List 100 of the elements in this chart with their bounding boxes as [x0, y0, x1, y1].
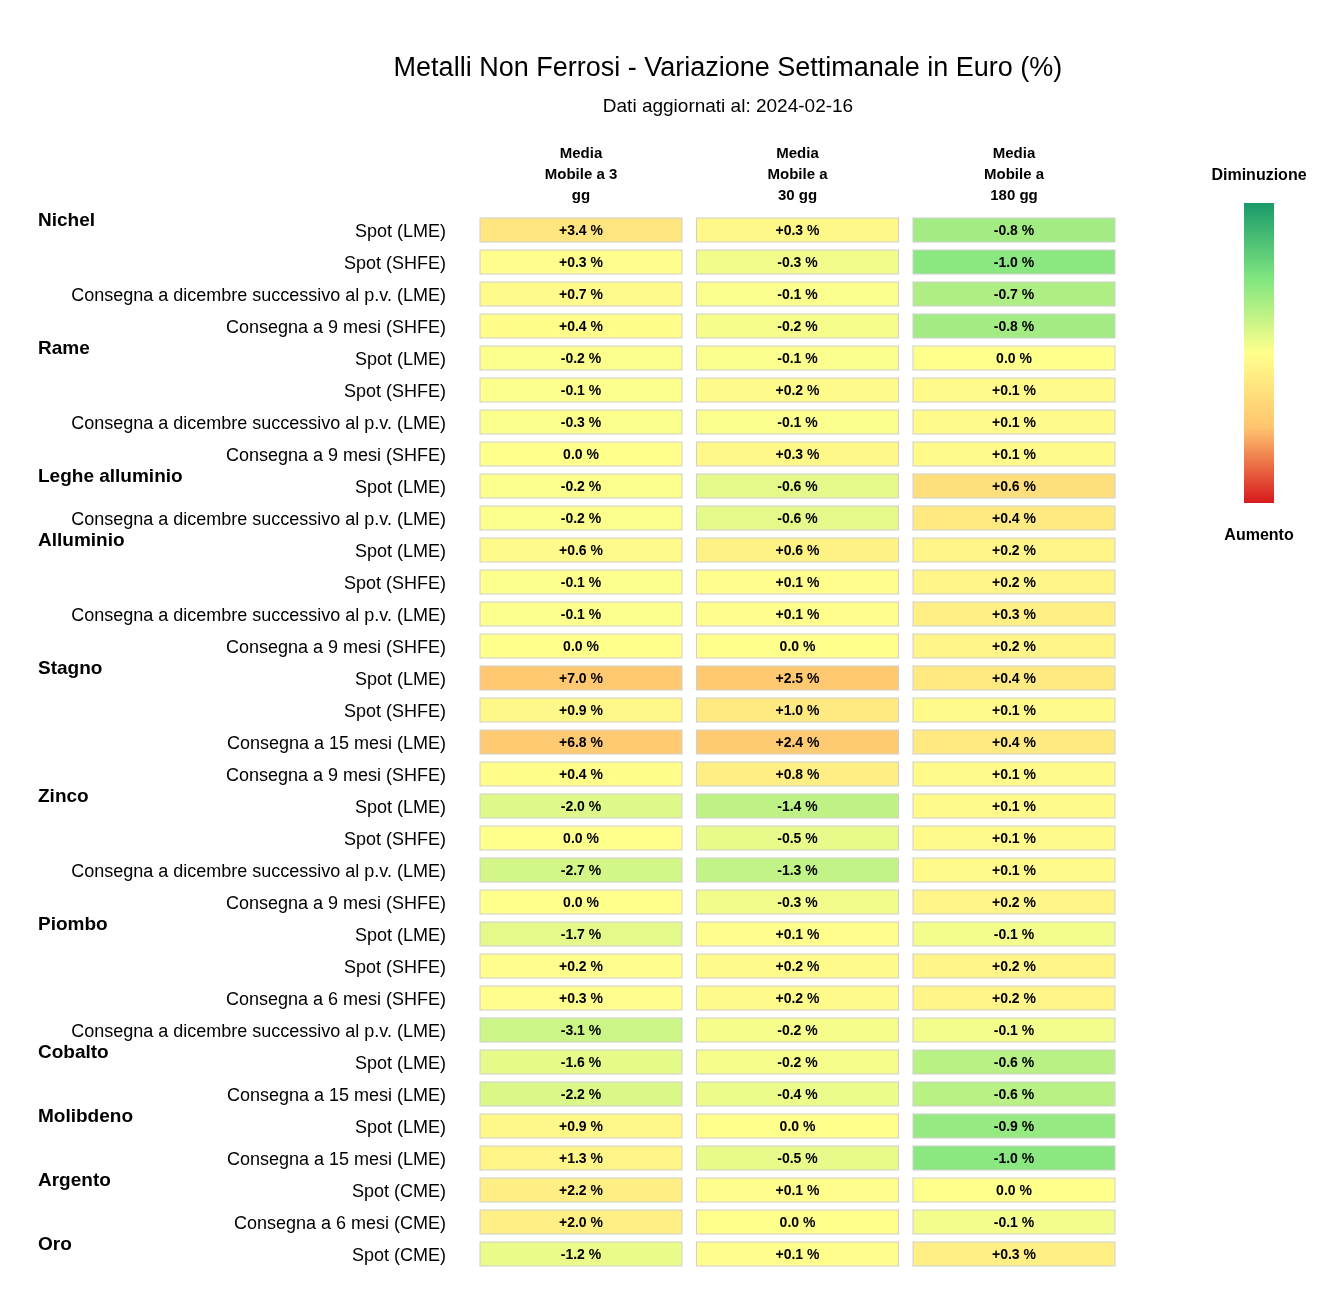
- data-label: +0.4 %: [559, 318, 604, 334]
- data-label: +0.1 %: [992, 862, 1037, 878]
- x-tick-label: Media Mobile a 180 gg: [983, 144, 1045, 203]
- data-label: 0.0 %: [563, 830, 600, 846]
- data-label: +0.9 %: [559, 1118, 604, 1134]
- y2-tick-label: Rame: [38, 337, 90, 358]
- data-label: +0.6 %: [992, 478, 1037, 494]
- data-label: -0.2 %: [777, 1054, 819, 1070]
- y-tick-label: Spot (LME): [354, 477, 446, 497]
- data-label: 0.0 %: [563, 638, 600, 654]
- y-tick-label: Spot (CME): [351, 1245, 446, 1265]
- data-label: +0.2 %: [992, 638, 1037, 654]
- data-label: -0.3 %: [777, 254, 819, 270]
- data-label: -0.2 %: [777, 1022, 819, 1038]
- y-tick-label: Consegna a dicembre successivo al p.v. (LME): [71, 285, 446, 305]
- y-tick-label: Consegna a 9 mesi (SHFE): [225, 765, 446, 785]
- data-label: 0.0 %: [563, 894, 600, 910]
- y2-tick-label: Molibdeno: [38, 1105, 133, 1126]
- data-label: +0.3 %: [992, 606, 1037, 622]
- y-tick-label: Spot (LME): [354, 1053, 446, 1073]
- data-label: +0.1 %: [775, 926, 821, 942]
- x-tick-label: Media Mobile a 3 gg: [544, 144, 618, 203]
- y2-tick-label: Oro: [38, 1233, 72, 1254]
- data-label: -0.2 %: [777, 318, 819, 334]
- data-label: +0.4 %: [559, 766, 604, 782]
- data-label: +0.2 %: [775, 958, 821, 974]
- data-label: -1.7 %: [560, 926, 602, 942]
- y-tick-label: Consegna a dicembre successivo al p.v. (LME): [71, 413, 446, 433]
- data-label: -0.6 %: [777, 510, 819, 526]
- data-label: +0.2 %: [992, 990, 1037, 1006]
- data-label: -0.1 %: [560, 606, 602, 622]
- data-label: -0.1 %: [993, 926, 1035, 942]
- y2-tick-label: Argento: [38, 1169, 111, 1190]
- y-tick-label: Spot (LME): [354, 541, 446, 561]
- y-tick-label: Consegna a 6 mesi (SHFE): [225, 989, 446, 1009]
- y-tick-label: Consegna a 9 mesi (SHFE): [225, 445, 446, 465]
- data-label: -0.1 %: [777, 414, 819, 430]
- y-tick-label: Spot (CME): [351, 1181, 446, 1201]
- data-label: +7.0 %: [559, 670, 604, 686]
- data-label: -0.3 %: [777, 894, 819, 910]
- data-label: +0.4 %: [992, 510, 1037, 526]
- data-label: 0.0 %: [996, 350, 1033, 366]
- text: Diminuzione: [1211, 166, 1307, 183]
- data-label: 0.0 %: [779, 1214, 816, 1230]
- data-label: -0.3 %: [560, 414, 602, 430]
- data-label: +0.6 %: [775, 542, 821, 558]
- data-label: -0.8 %: [993, 318, 1035, 334]
- y-tick-label: Spot (LME): [354, 221, 446, 241]
- data-label: +0.6 %: [559, 542, 604, 558]
- data-label: +0.1 %: [992, 702, 1037, 718]
- data-label: +0.4 %: [992, 670, 1037, 686]
- y-tick-label: Consegna a 15 mesi (LME): [226, 733, 446, 753]
- data-label: -0.1 %: [560, 382, 602, 398]
- data-label: -0.5 %: [777, 830, 819, 846]
- data-label: -0.6 %: [777, 478, 819, 494]
- y-tick-label: Spot (LME): [354, 925, 446, 945]
- data-label: +0.3 %: [559, 990, 604, 1006]
- data-label: -0.1 %: [993, 1214, 1035, 1230]
- data-label: +0.1 %: [992, 382, 1037, 398]
- data-label: +0.1 %: [992, 830, 1037, 846]
- data-label: -0.5 %: [777, 1150, 819, 1166]
- y-tick-label: Spot (LME): [354, 1117, 446, 1137]
- data-label: +6.8 %: [559, 734, 604, 750]
- data-label: -0.2 %: [560, 478, 602, 494]
- y-tick-label: Consegna a 9 mesi (SHFE): [225, 893, 446, 913]
- data-label: -2.2 %: [560, 1086, 602, 1102]
- data-label: -0.1 %: [777, 286, 819, 302]
- data-label: +0.1 %: [775, 574, 821, 590]
- data-label: 0.0 %: [996, 1182, 1033, 1198]
- data-label: +0.2 %: [775, 382, 821, 398]
- y-tick-label: Consegna a 15 mesi (LME): [226, 1085, 446, 1105]
- data-label: -0.6 %: [993, 1086, 1035, 1102]
- data-label: -0.8 %: [993, 222, 1035, 238]
- data-label: +0.1 %: [992, 798, 1037, 814]
- data-label: -1.4 %: [777, 798, 819, 814]
- data-label: -1.3 %: [777, 862, 819, 878]
- y-tick-label: Spot (LME): [354, 797, 446, 817]
- chart-title: Metalli Non Ferrosi - Variazione Settimanale in Euro (%): [393, 52, 1063, 82]
- data-label: +2.0 %: [559, 1214, 604, 1230]
- y-tick-label: Consegna a 9 mesi (SHFE): [225, 317, 446, 337]
- data-label: +0.1 %: [992, 446, 1037, 462]
- data-label: +0.3 %: [775, 446, 821, 462]
- data-label: -0.9 %: [993, 1118, 1035, 1134]
- data-label: +0.3 %: [775, 222, 821, 238]
- data-label: -0.2 %: [560, 350, 602, 366]
- y-tick-label: Consegna a dicembre successivo al p.v. (LME): [71, 861, 446, 881]
- data-label: -0.2 %: [560, 510, 602, 526]
- data-label: 0.0 %: [779, 638, 816, 654]
- data-label: +0.1 %: [992, 766, 1037, 782]
- data-label: +3.4 %: [559, 222, 604, 238]
- data-label: +0.2 %: [559, 958, 604, 974]
- data-label: +1.3 %: [559, 1150, 604, 1166]
- data-label: +0.4 %: [992, 734, 1037, 750]
- data-label: -0.1 %: [560, 574, 602, 590]
- data-label: +2.5 %: [775, 670, 821, 686]
- y2-tick-label: Zinco: [38, 785, 89, 806]
- data-label: +0.2 %: [775, 990, 821, 1006]
- y2-tick-label: Piombo: [38, 913, 108, 934]
- data-label: +0.1 %: [775, 1182, 821, 1198]
- data-label: -1.6 %: [560, 1054, 602, 1070]
